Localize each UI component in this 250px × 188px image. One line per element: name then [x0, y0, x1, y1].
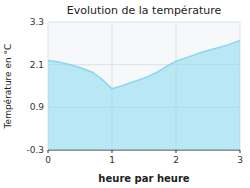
- axes: -0.3 0.9 2.1 3.3 0 1 2 3: [26, 17, 242, 165]
- series: [48, 40, 240, 150]
- x-tick-label: 3: [237, 155, 243, 165]
- plot-background: [48, 22, 240, 150]
- grid-line-y: [48, 22, 240, 23]
- y-tick-label: 2.1: [30, 60, 44, 70]
- line: [48, 40, 240, 88]
- y-tick-label: -0.3: [26, 145, 44, 155]
- title: Evolution de la température: [67, 4, 222, 17]
- x-tick-label: 1: [109, 155, 115, 165]
- x-tick-label: 0: [45, 155, 51, 165]
- y-tick-label: 0.9: [30, 102, 45, 112]
- grid: [48, 22, 240, 150]
- chart: -0.3 0.9 2.1 3.3 0 1 2 3 Evolution de la tempéra…: [0, 0, 250, 188]
- x-tick-label: 2: [173, 155, 179, 165]
- x-axis-label: heure par heure: [98, 173, 189, 184]
- y-axis-label: Température en °C: [3, 44, 13, 130]
- chart-container: -0.3 0.9 2.1 3.3 0 1 2 3 Evolution de la tempéra…: [0, 0, 250, 188]
- y-tick-label: 3.3: [30, 17, 44, 27]
- area-fill: [48, 40, 240, 150]
